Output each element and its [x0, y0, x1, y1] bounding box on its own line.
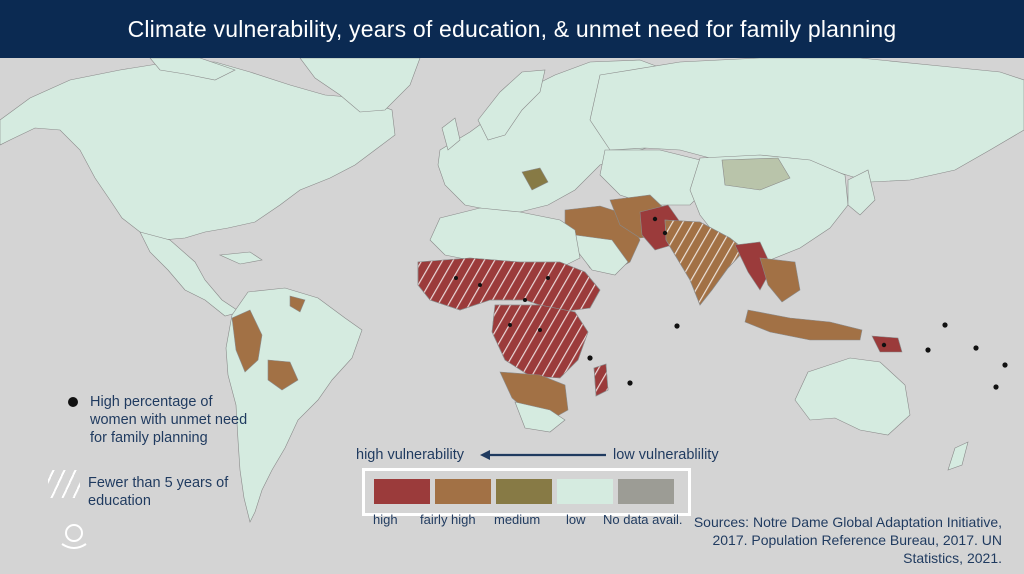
caribbean-islands: [218, 251, 263, 265]
scale-low-label: low vulnerablility: [613, 447, 719, 463]
scale-swatch-high: [374, 479, 430, 504]
education-legend-label: Fewer than 5 years of education: [88, 475, 229, 509]
south-africa: [514, 401, 566, 433]
new-zealand: [947, 441, 969, 471]
vulnerability-scale: [362, 468, 691, 516]
indonesia: [744, 309, 863, 341]
education-hatch-icon: [48, 470, 80, 498]
scale-swatch-no-data: [618, 479, 674, 504]
korea-japan: [847, 169, 876, 216]
world-map: [0, 58, 1024, 574]
se-asia: [759, 257, 801, 303]
left-arrow-icon: [480, 450, 606, 460]
sources-text: Sources: Notre Dame Global Adaptation In…: [693, 514, 1002, 566]
bolivia: [267, 359, 299, 391]
scale-high-label: high vulnerability: [356, 447, 465, 463]
central-america: [139, 231, 241, 317]
guyana: [289, 295, 306, 313]
arctic-islands: [149, 58, 236, 81]
india-hatch: [664, 219, 746, 306]
scandinavia: [477, 69, 546, 141]
scale-swatch-fairly-high: [435, 479, 491, 504]
organization-logo-icon: [61, 524, 87, 549]
russia: [589, 58, 1024, 183]
uk: [441, 117, 461, 151]
unmet-need-dot-icon: [68, 397, 78, 407]
sahel-hatch: [417, 257, 601, 313]
scale-label-fairly-high: fairly high: [420, 512, 476, 527]
papua-new-guinea: [871, 335, 903, 353]
balkans-medium: [521, 167, 549, 191]
unmet-need-legend-label: High percentage of women with unmet need…: [90, 394, 248, 446]
central-asia: [599, 149, 711, 206]
scale-label-medium: medium: [494, 512, 541, 527]
mongolia: [721, 157, 791, 191]
central-africa-hatch: [491, 304, 589, 379]
southern-africa: [499, 371, 569, 421]
north-africa: [429, 207, 581, 269]
north-america-landmass: [0, 61, 396, 241]
madagascar-hatch: [593, 363, 609, 397]
page-title: Climate vulnerability, years of educatio…: [0, 0, 1024, 58]
australia: [794, 357, 911, 436]
unmet-need-dots: [454, 216, 1008, 390]
world-map-svg: [0, 58, 1024, 523]
china: [689, 154, 849, 261]
scale-label-low: low: [566, 512, 586, 527]
scale-swatch-medium: [496, 479, 552, 504]
scale-label-high: high: [373, 512, 398, 527]
scale-swatch-low: [557, 479, 613, 504]
greenland: [299, 58, 421, 113]
scale-label-no-data: No data avail.: [603, 512, 683, 527]
andes-countries: [231, 309, 263, 373]
